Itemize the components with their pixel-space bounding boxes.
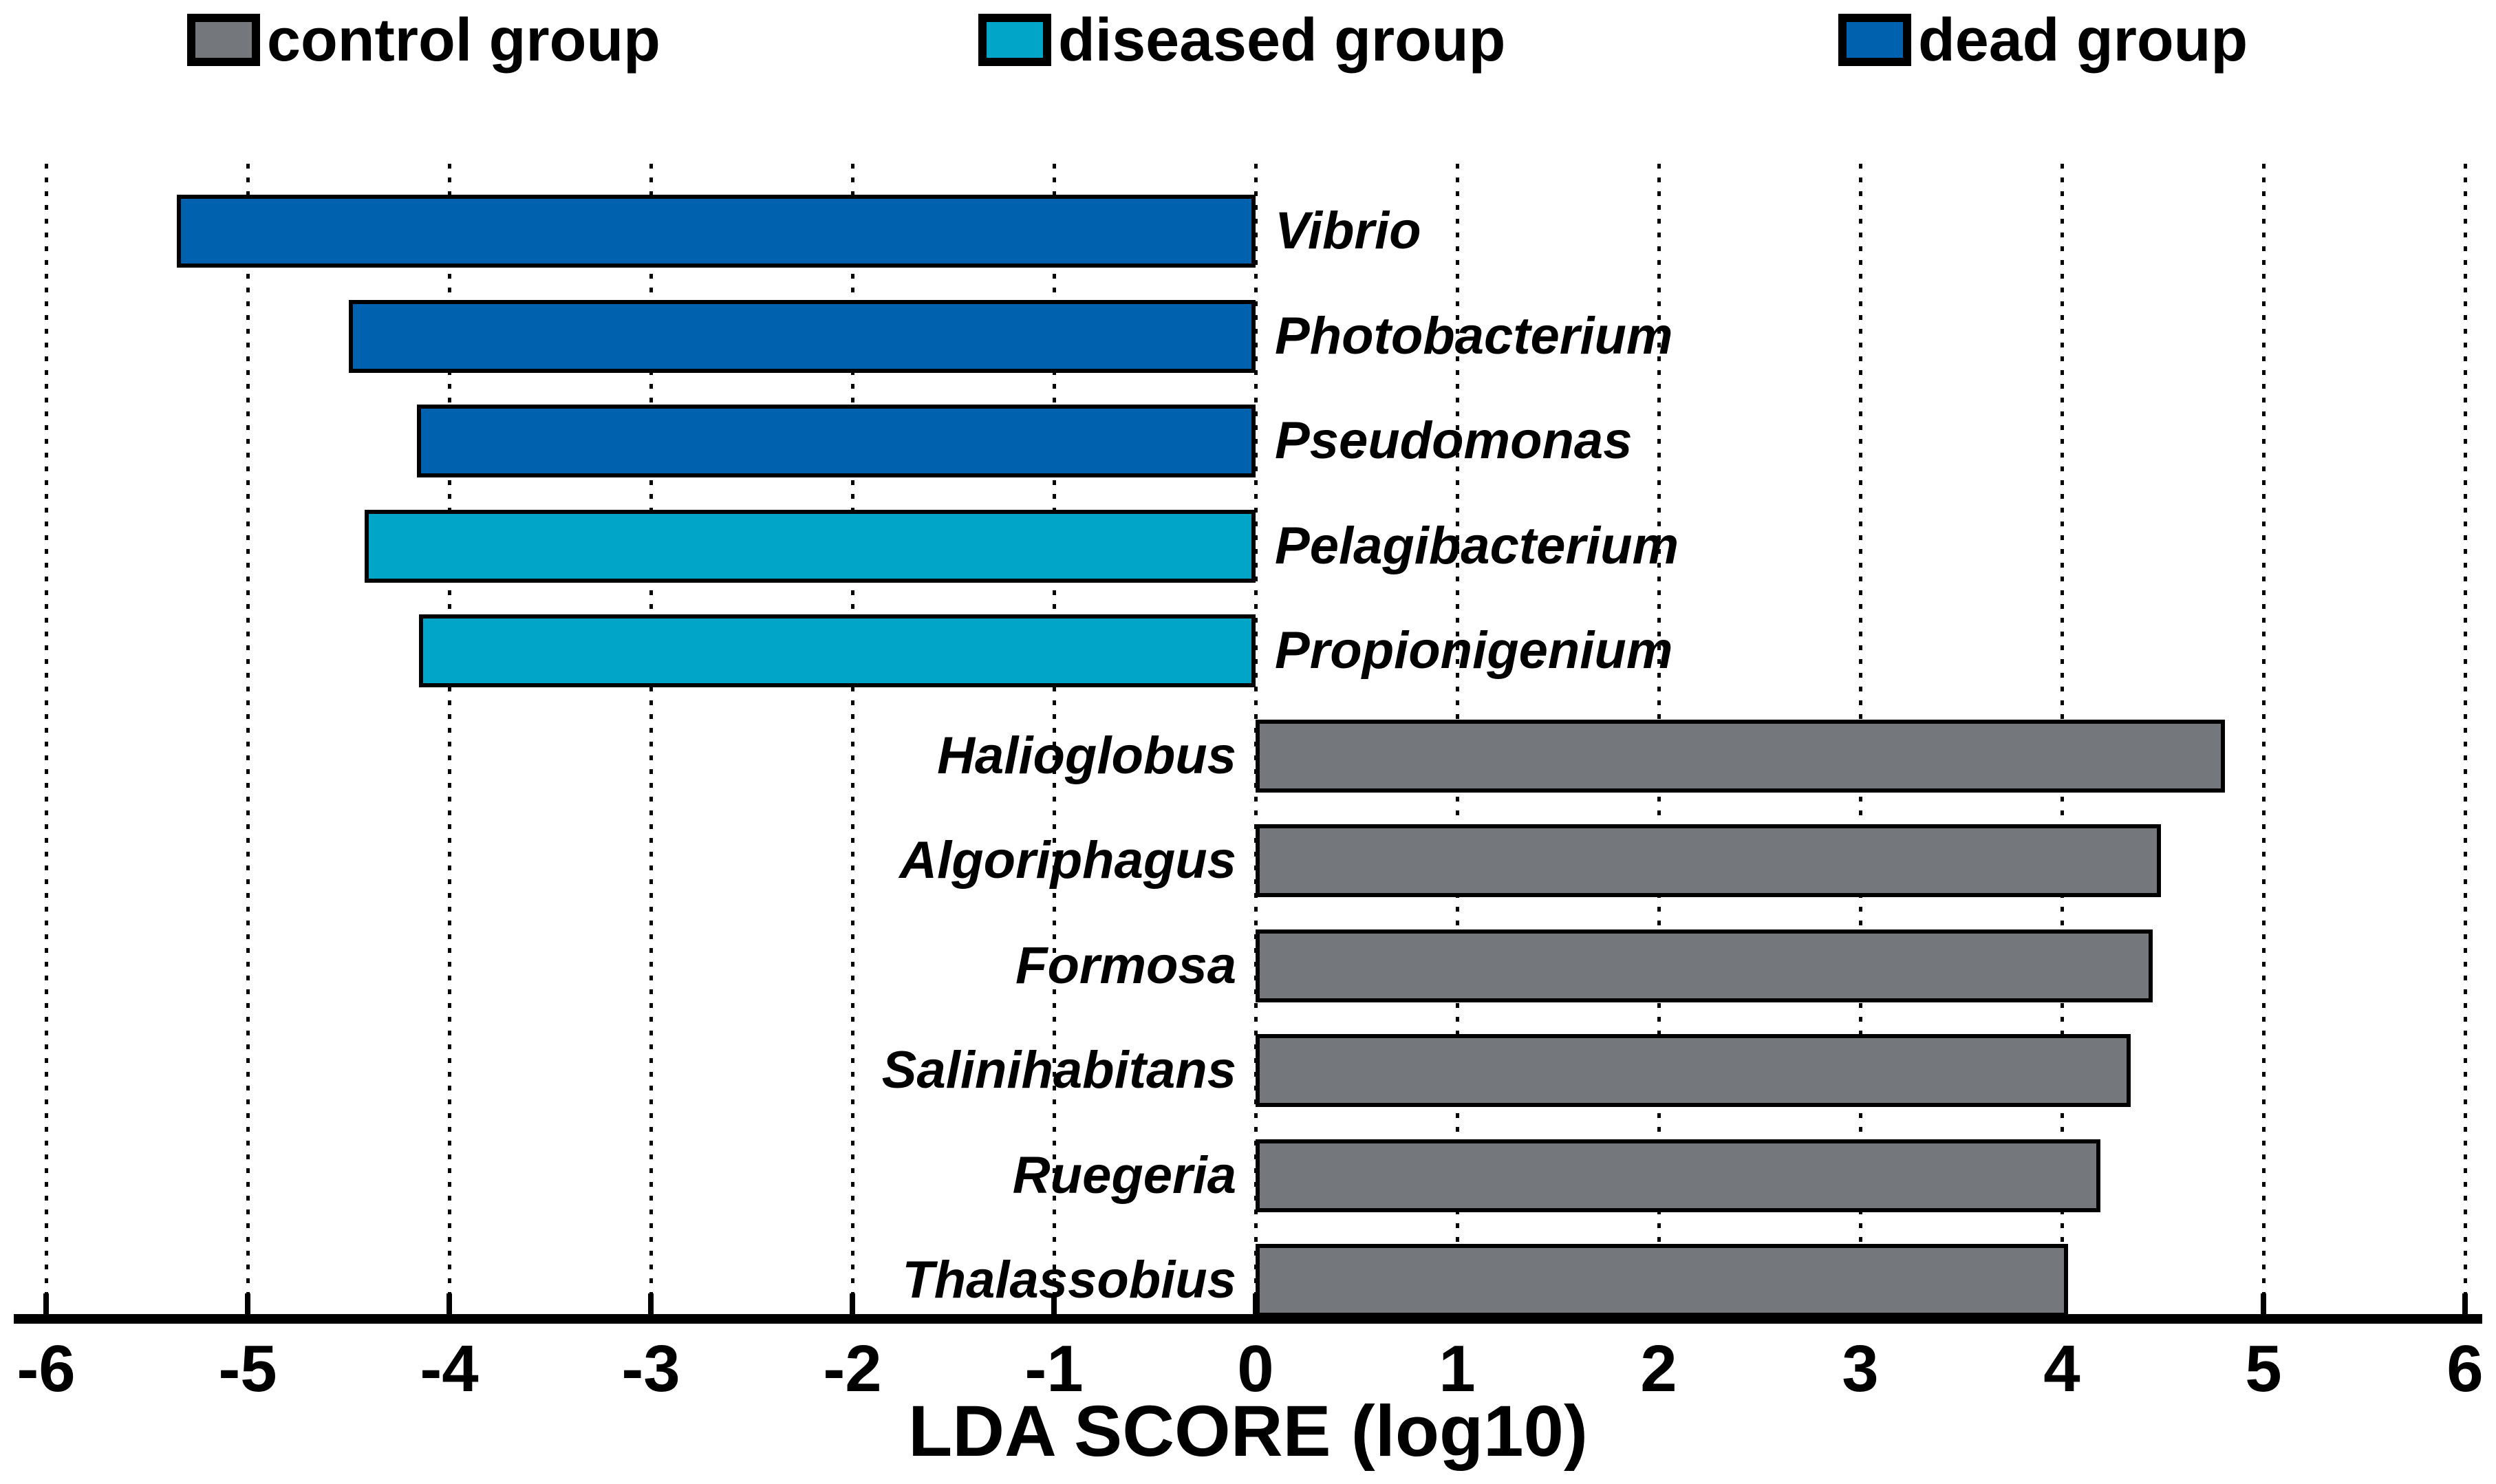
taxon-label-Ruegeria: Ruegeria [1012,1146,1236,1205]
gridline--1 [1053,164,1056,1314]
legend-item-diseased-group: diseased group [978,10,1505,70]
gridline-6 [2464,164,2467,1314]
taxon-label-Pseudomonas: Pseudomonas [1275,411,1633,470]
legend-item-dead-group: dead group [1838,10,2248,70]
bar-Propionigenium [419,614,1256,687]
legend-swatch-dead-group-icon [1838,14,1911,66]
taxon-label-Halioglobus: Halioglobus [937,726,1236,785]
tick-label-5: 5 [2245,1332,2282,1406]
taxon-label-Thalassobius: Thalassobius [902,1251,1236,1309]
axis-tick--2 [850,1293,855,1314]
bar-Vibrio [177,195,1256,268]
gridline--4 [448,164,451,1314]
legend-label-control-group: control group [267,6,660,74]
tick-label--1: -1 [1024,1332,1084,1406]
bar-Photobacterium [348,299,1256,373]
legend-swatch-control-group-icon [187,14,260,66]
axis-tick--4 [447,1293,452,1314]
axis-tick--6 [43,1293,49,1314]
taxon-label-Propionigenium: Propionigenium [1275,621,1673,680]
tick-label--6: -6 [17,1332,76,1406]
gridline--3 [649,164,653,1314]
tick-label-2: 2 [1640,1332,1677,1406]
gridline--2 [851,164,854,1314]
axis-tick--5 [245,1293,250,1314]
tick-label-3: 3 [1842,1332,1879,1406]
x-axis-title: LDA SCORE (log10) [908,1391,1588,1472]
gridline--6 [45,164,48,1314]
tick-label-6: 6 [2446,1332,2484,1406]
axis-tick-6 [2462,1293,2468,1314]
taxon-label-Formosa: Formosa [1015,936,1236,995]
legend-item-control-group: control group [187,10,660,70]
bar-Halioglobus [1256,719,2226,793]
tick-label--4: -4 [420,1332,479,1406]
legend-label-dead-group: dead group [1918,6,2248,74]
tick-label-1: 1 [1439,1332,1476,1406]
axis-tick--3 [648,1293,654,1314]
tick-label--5: -5 [218,1332,277,1406]
bar-Salinihabitans [1256,1034,2131,1107]
taxon-label-Salinihabitans: Salinihabitans [881,1041,1236,1099]
bar-Formosa [1256,929,2153,1002]
bar-Pseudomonas [417,405,1256,477]
axis-tick-5 [2261,1293,2266,1314]
taxon-label-Pelagibacterium: Pelagibacterium [1275,516,1679,575]
gridline-5 [2262,164,2266,1314]
bar-Algoriphagus [1256,824,2161,897]
tick-label--2: -2 [823,1332,882,1406]
taxon-label-Photobacterium: Photobacterium [1275,306,1673,365]
tick-label-0: 0 [1237,1332,1274,1406]
bar-Ruegeria [1256,1139,2100,1212]
taxon-label-Vibrio: Vibrio [1275,202,1421,260]
taxon-label-Algoriphagus: Algoriphagus [899,831,1236,890]
axis-tick--1 [1051,1293,1057,1314]
gridline--5 [246,164,250,1314]
bar-Thalassobius [1256,1244,2068,1317]
bar-Pelagibacterium [364,509,1256,583]
legend-swatch-diseased-group-icon [978,14,1051,66]
legend-label-diseased-group: diseased group [1058,6,1506,74]
tick-label--3: -3 [621,1332,680,1406]
tick-label-4: 4 [2043,1332,2080,1406]
x-axis-line [14,1314,2482,1324]
